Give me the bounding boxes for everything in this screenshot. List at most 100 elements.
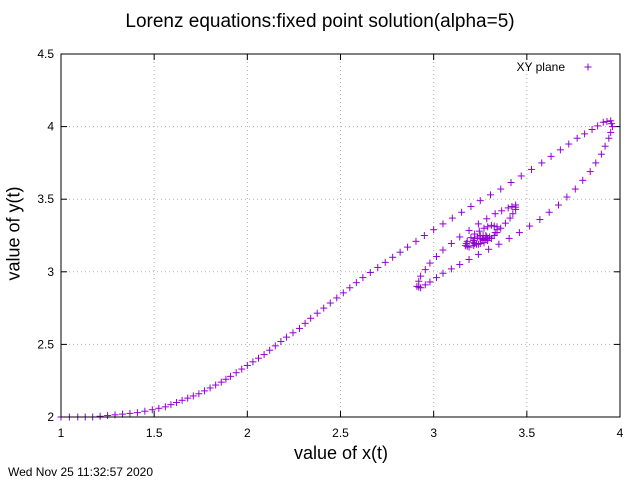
data-point <box>547 152 555 160</box>
data-point <box>517 172 525 180</box>
x-tick-label: 3 <box>430 426 437 440</box>
x-tick-label: 3.5 <box>518 426 535 440</box>
data-point <box>599 118 607 126</box>
data-point <box>512 205 520 213</box>
data-point <box>508 202 516 210</box>
data-point <box>381 258 389 266</box>
y-tick-label: 2.5 <box>37 337 54 351</box>
data-point <box>563 193 571 201</box>
data-point <box>474 220 482 228</box>
x-tick-label: 1.5 <box>146 426 163 440</box>
data-point <box>313 309 321 317</box>
data-point <box>277 337 285 345</box>
data-point <box>212 381 220 389</box>
data-point <box>448 214 456 222</box>
y-tick-label: 3 <box>47 265 54 279</box>
data-point <box>346 284 354 292</box>
data-point <box>222 375 230 383</box>
data-point <box>296 324 304 332</box>
data-point <box>243 361 251 369</box>
data-point <box>189 392 197 400</box>
data-point <box>465 255 473 263</box>
timestamp: Wed Nov 25 11:32:57 2020 <box>8 465 153 479</box>
plot-frame <box>60 53 621 418</box>
data-point <box>439 246 447 254</box>
axis-ticks: 1 1.5 2 2.5 3 3.5 4 2 2.5 3 3.5 4 4.5 <box>37 47 623 440</box>
data-point <box>415 277 423 285</box>
data-point <box>505 234 513 242</box>
data-point <box>536 216 544 224</box>
data-point <box>475 227 483 235</box>
data-point <box>592 159 600 167</box>
data-point <box>432 274 440 282</box>
data-point <box>484 223 492 231</box>
data-point <box>474 250 482 258</box>
data-point <box>133 409 141 417</box>
data-point <box>507 179 515 187</box>
data-point <box>366 269 374 277</box>
data-point <box>359 274 367 282</box>
data-point <box>184 394 192 402</box>
data-point <box>126 409 134 417</box>
data-point <box>339 289 347 297</box>
data-point <box>597 150 605 158</box>
data-point <box>412 237 420 245</box>
data-point <box>421 281 429 289</box>
data-point <box>333 294 341 302</box>
data-point <box>588 126 596 134</box>
data-point <box>417 272 425 280</box>
data-point <box>581 130 589 138</box>
data-point <box>555 201 563 209</box>
data-point <box>301 319 309 327</box>
grid-lines <box>61 54 620 417</box>
data-point <box>497 185 505 193</box>
data-point <box>571 185 579 193</box>
y-tick-label: 4.5 <box>37 47 54 61</box>
data-point <box>456 261 464 269</box>
data-point <box>326 299 334 307</box>
data-point <box>498 207 506 215</box>
data-point <box>447 239 455 247</box>
data-point <box>556 146 564 154</box>
data-point <box>486 191 494 199</box>
data-point <box>603 118 611 126</box>
data-point <box>161 403 169 411</box>
data-point <box>200 387 208 395</box>
data-point <box>607 128 615 136</box>
legend-label: XY plane <box>516 60 566 74</box>
data-point <box>480 224 488 232</box>
data-point <box>467 202 475 210</box>
data-point <box>389 253 397 261</box>
data-point <box>579 176 587 184</box>
y-tick-label: 4 <box>47 120 54 134</box>
data-point <box>238 365 246 373</box>
data-point <box>404 243 412 251</box>
data-point <box>476 197 484 205</box>
data-point <box>255 354 263 362</box>
data-point <box>601 142 609 150</box>
y-tick-label: 3.5 <box>37 192 54 206</box>
data-point <box>439 220 447 228</box>
data-point <box>413 282 421 290</box>
data-point <box>266 346 274 354</box>
data-point <box>173 398 181 406</box>
data-point <box>465 226 473 234</box>
xy-plane-series <box>57 117 617 421</box>
data-point <box>594 122 602 130</box>
data-point <box>439 269 447 277</box>
data-point <box>509 210 517 218</box>
data-point <box>206 384 214 392</box>
legend <box>584 63 592 71</box>
data-point <box>447 265 455 273</box>
x-tick-label: 4 <box>617 426 624 440</box>
data-point <box>227 372 235 380</box>
data-point <box>320 304 328 312</box>
data-point <box>458 208 466 216</box>
data-point <box>307 314 315 322</box>
chart-title: Lorenz equations:fixed point solution(al… <box>125 11 515 32</box>
data-point <box>167 401 175 409</box>
data-point <box>195 390 203 398</box>
data-point <box>178 396 186 404</box>
data-point <box>495 240 503 248</box>
data-point <box>501 219 509 227</box>
